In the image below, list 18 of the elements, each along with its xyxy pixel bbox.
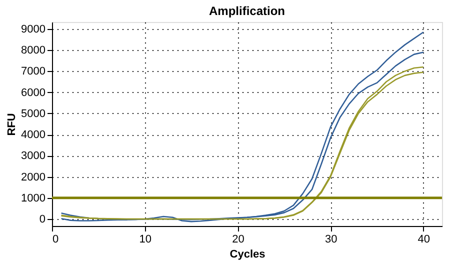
y-tick-label: 1000	[21, 192, 46, 204]
y-tick-label: 3000	[21, 150, 46, 162]
y-tick-label: 0	[39, 214, 46, 226]
x-axis-title: Cycles	[230, 248, 266, 260]
y-tick-label: 6000	[21, 86, 46, 99]
y-tick-label: 4000	[21, 129, 46, 142]
y-tick-label: 7000	[21, 66, 46, 78]
y-tick-label: 5000	[21, 108, 46, 120]
x-tick-label: 30	[324, 234, 338, 246]
x-tick-label: 0	[52, 234, 59, 246]
x-tick-label: 20	[232, 234, 244, 246]
y-axis-title: RFU	[6, 113, 18, 136]
y-tick-label: 2000	[21, 171, 46, 184]
y-tick-label: 9000	[21, 23, 46, 36]
x-tick-label: 10	[139, 234, 152, 246]
y-tick-label: 8000	[21, 44, 46, 57]
x-tick-label: 40	[418, 234, 430, 246]
chart-title: Amplification	[208, 4, 286, 18]
